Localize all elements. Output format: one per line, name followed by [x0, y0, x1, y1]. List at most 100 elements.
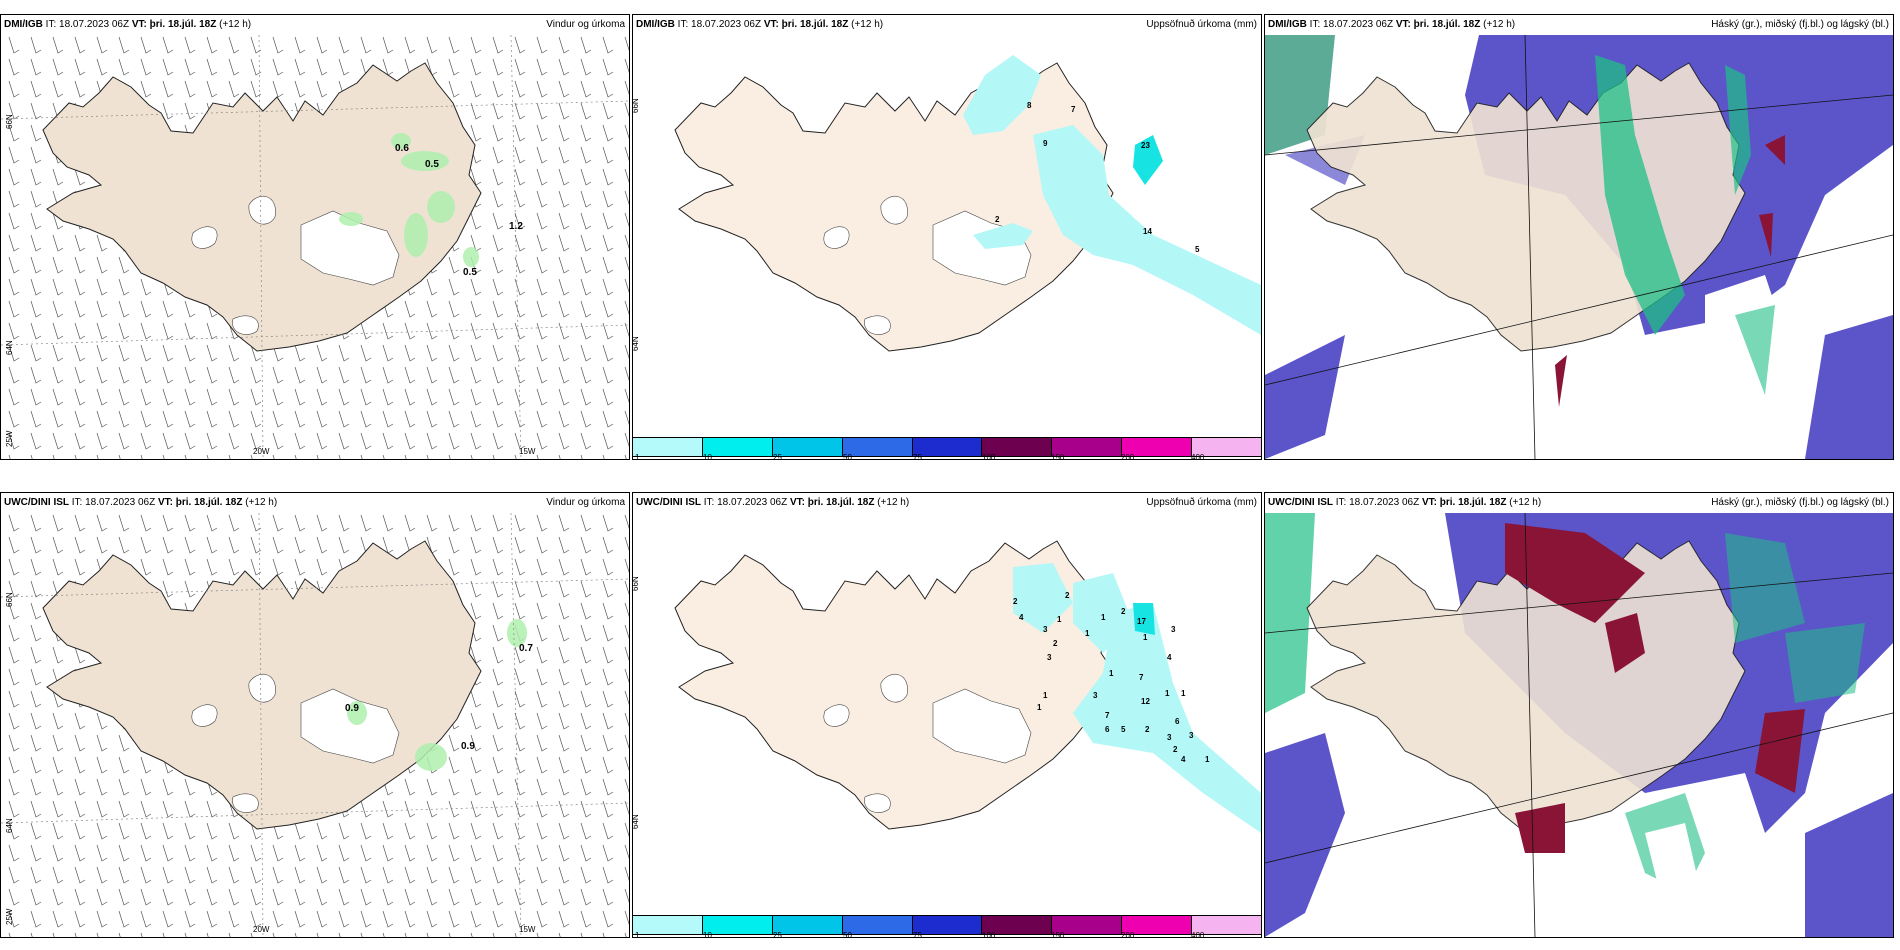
colorbar-cell: [772, 438, 843, 456]
colorbar-tick: 100: [982, 453, 996, 460]
lon-label-20w: 20W: [253, 447, 270, 456]
value-label: 7: [1105, 711, 1110, 720]
precip-patches: [347, 619, 527, 771]
panel-header: UWC/DINI ISL IT: 18.07.2023 06Z VT: þri.…: [633, 493, 1261, 513]
colorbar-cell: [842, 438, 913, 456]
lon-label-15w: 15W: [519, 447, 536, 456]
colorbar-labels: 1 10 25 50 75 100 150 200 400: [633, 450, 1261, 460]
value-label: 0.5: [463, 267, 477, 278]
panel-header: DMI/IGB IT: 18.07.2023 06Z VT: þri. 18.j…: [1, 15, 629, 35]
precip-colorbar: 1 10 25 50 75 100 150 200 400: [633, 913, 1261, 937]
colorbar-cell: [1192, 916, 1261, 934]
cloud-map: [1265, 35, 1893, 459]
colorbar-tick: 10: [703, 931, 712, 938]
vt-value: þri. 18.júl. 18Z: [1413, 19, 1481, 30]
precip-map: [674, 540, 1261, 833]
value-label: 8: [1027, 101, 1032, 110]
it-value: 18.07.2023 06Z: [717, 497, 788, 508]
variable-name: Vindur og úrkoma: [546, 19, 625, 30]
variable-name: Vindur og úrkoma: [546, 497, 625, 508]
it-value: 18.07.2023 06Z: [1349, 497, 1420, 508]
colorbar-cell: [633, 438, 703, 456]
variable-name: Uppsöfnuð úrkoma (mm): [1146, 19, 1257, 30]
colorbar-cell: [702, 916, 773, 934]
value-label: 2: [995, 215, 1000, 224]
it-label: IT:: [1335, 497, 1347, 508]
cloud-map: [1265, 513, 1893, 937]
wind-map: [1, 35, 629, 459]
colorbar-cell: [982, 438, 1053, 456]
vt-label: VT:: [1421, 497, 1437, 508]
vt-value: þri. 18.júl. 18Z: [1439, 497, 1507, 508]
it-value: 18.07.2023 06Z: [1323, 19, 1394, 30]
value-label: 3: [1043, 625, 1048, 634]
colorbar-tick: 1: [635, 931, 640, 938]
value-label: 5: [1121, 725, 1126, 734]
colorbar-tick: 150: [1051, 931, 1065, 938]
value-label: 0.6: [395, 143, 409, 154]
it-label: IT:: [677, 19, 689, 30]
model-name: UWC/DINI ISL: [636, 497, 701, 508]
value-label: 3: [1171, 625, 1176, 634]
vt-value: þri. 18.júl. 18Z: [149, 19, 217, 30]
value-label: 17: [1137, 617, 1146, 626]
value-label: 9: [1043, 139, 1048, 148]
it-label: IT:: [703, 497, 715, 508]
lat-label-64n: 64N: [5, 340, 14, 355]
colorbar-cells: [633, 437, 1261, 457]
value-label: 2: [1065, 591, 1070, 600]
value-label: 2: [1173, 745, 1178, 754]
value-label: 1: [1165, 689, 1170, 698]
corner-label: 25W: [5, 908, 14, 925]
value-label: 1: [1205, 755, 1210, 764]
value-label: 4: [1019, 613, 1024, 622]
panel-header: DMI/IGB IT: 18.07.2023 06Z VT: þri. 18.j…: [1265, 15, 1893, 35]
model-name: DMI/IGB: [1268, 19, 1307, 30]
lead-time: (+12 h): [219, 19, 252, 30]
it-label: IT:: [45, 19, 57, 30]
value-label: 7: [1071, 105, 1076, 114]
lead-time: (+12 h): [851, 19, 884, 30]
vt-label: VT:: [789, 497, 805, 508]
vt-label: VT:: [157, 497, 173, 508]
value-label: 0.7: [519, 643, 533, 654]
lat-label-66n: 66N: [5, 592, 14, 607]
value-label: 7: [1139, 673, 1144, 682]
corner-label: 25W: [5, 430, 14, 447]
wind-precip-panel-dmi: DMI/IGB IT: 18.07.2023 06Z VT: þri. 18.j…: [0, 14, 630, 460]
lon-label-15w: 15W: [519, 925, 536, 934]
precip-colorbar: 1 10 25 50 75 100 150 200 400: [633, 435, 1261, 459]
wind-precip-panel-uwc: UWC/DINI ISL IT: 18.07.2023 06Z VT: þri.…: [0, 492, 630, 938]
lat-label-64n: 64N: [632, 336, 640, 351]
colorbar-tick: 1: [635, 453, 640, 460]
colorbar-labels: 1 10 25 50 75 100 150 200 400: [633, 928, 1261, 938]
precip-panel-uwc: UWC/DINI ISL IT: 18.07.2023 06Z VT: þri.…: [632, 492, 1262, 938]
colorbar-cell: [912, 916, 983, 934]
model-name: DMI/IGB: [4, 19, 43, 30]
colorbar-tick: 25: [773, 931, 782, 938]
colorbar-cell: [842, 916, 913, 934]
colorbar-cell: [702, 438, 773, 456]
value-label: 3: [1189, 731, 1194, 740]
lead-time: (+12 h): [245, 497, 278, 508]
wind-map: [1, 513, 629, 937]
colorbar-cell: [772, 916, 843, 934]
colorbar-tick: 200: [1121, 931, 1135, 938]
model-name: UWC/DINI ISL: [1268, 497, 1333, 508]
lat-label-66n: 66N: [5, 114, 14, 129]
variable-name: Uppsöfnuð úrkoma (mm): [1146, 497, 1257, 508]
value-label: 2: [1121, 607, 1126, 616]
panel-header: UWC/DINI ISL IT: 18.07.2023 06Z VT: þri.…: [1265, 493, 1893, 513]
value-label: 1: [1037, 703, 1042, 712]
precip-patches: [339, 133, 479, 267]
precip-areas: [963, 55, 1261, 335]
colorbar-tick: 150: [1051, 453, 1065, 460]
colorbar-cell: [633, 916, 703, 934]
colorbar-tick: 25: [773, 453, 782, 460]
value-label: 1: [1101, 613, 1106, 622]
model-name: DMI/IGB: [636, 19, 675, 30]
panel-header: DMI/IGB IT: 18.07.2023 06Z VT: þri. 18.j…: [633, 15, 1261, 35]
lat-label-66n: 66N: [632, 98, 640, 113]
variable-name: Háský (gr.), miðský (fj.bl.) og lágský (…: [1711, 19, 1889, 30]
panel-header: UWC/DINI ISL IT: 18.07.2023 06Z VT: þri.…: [1, 493, 629, 513]
